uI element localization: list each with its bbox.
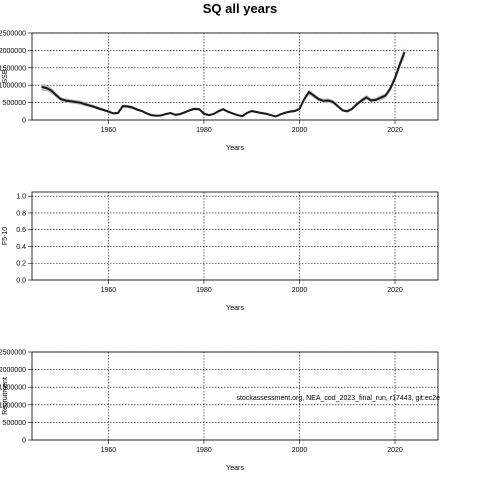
x-tick-label: 2000: [292, 447, 308, 454]
x-tick-label: 2020: [387, 447, 403, 454]
x-tick-label: 2000: [292, 287, 308, 294]
figure-title: SQ all years: [203, 1, 277, 16]
x-axis-label: Years: [226, 465, 244, 472]
x-tick-label: 2020: [387, 127, 403, 134]
chart-panel-2: 1960 1980 2000 2020 0 500000 1000000 1500000 200…: [0, 350, 440, 473]
y-tick-label: 2000000: [0, 48, 26, 55]
y-tick-label: 0.2: [16, 261, 26, 268]
plot-frame: [31, 351, 439, 441]
chart-panel-1: 1960 1980 2000 2020 0.0 0.2 0.4 0.6 0.8 1.0 Years F…: [2, 191, 439, 312]
y-tick-label: 2500000: [0, 31, 26, 38]
y-tick-label: 0.0: [16, 278, 26, 285]
plot-frame: [31, 32, 439, 121]
x-tick-label: 1960: [101, 127, 117, 134]
x-tick-label: 1960: [101, 287, 117, 294]
plot-frame: [31, 191, 439, 281]
y-tick-label: 1.0: [16, 194, 26, 201]
y-tick-label: 2500000: [0, 350, 26, 357]
y-tick-label: 0: [22, 118, 26, 125]
y-tick-label: 0: [22, 438, 26, 445]
y-tick-label: 0.8: [16, 210, 26, 217]
y-tick-label: 0.4: [16, 244, 26, 251]
y-axis-label: SSB: [2, 69, 9, 83]
chart-panel-0: 1960 1980 2000 2020 0 500000 1000000 1500000 200…: [0, 31, 439, 152]
panels: 1960 1980 2000 2020 0 500000 1000000 1500000 200…: [0, 31, 440, 473]
x-tick-label: 1980: [196, 287, 212, 294]
series-line: [41, 51, 406, 118]
y-tick-label: 0.6: [16, 227, 26, 234]
x-axis-label: Years: [226, 305, 244, 312]
x-tick-label: 2020: [387, 287, 403, 294]
y-axis-label: Recruitment: [2, 377, 9, 415]
y-tick-label: 1000000: [0, 402, 26, 409]
x-tick-label: 1980: [196, 127, 212, 134]
y-tick-label: 500000: [3, 420, 26, 427]
y-tick-label: 1500000: [0, 385, 26, 392]
x-tick-label: 1960: [101, 447, 117, 454]
x-tick-label: 1980: [196, 447, 212, 454]
x-axis-label: Years: [226, 145, 244, 152]
x-tick-label: 2000: [292, 127, 308, 134]
chart-annotation: stockassessment.org, NEA_cod_2023_final_…: [236, 395, 440, 402]
y-tick-label: 1000000: [0, 83, 26, 90]
y-axis-label: F5-10: [2, 227, 9, 245]
y-tick-label: 500000: [3, 100, 26, 107]
y-tick-label: 2000000: [0, 367, 26, 374]
y-tick-label: 1500000: [0, 65, 26, 72]
